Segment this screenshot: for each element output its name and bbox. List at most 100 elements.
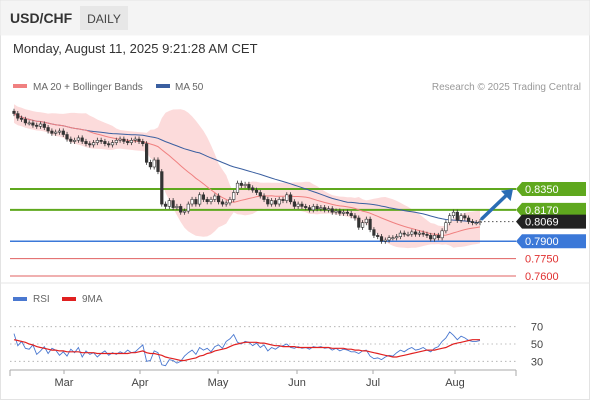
candle-body <box>179 206 183 213</box>
candle-body <box>16 113 20 119</box>
candle-body <box>220 201 225 205</box>
candle-body <box>198 194 202 205</box>
candle <box>129 137 134 146</box>
candle <box>65 131 69 142</box>
candle-body <box>421 232 425 235</box>
candle-body <box>300 203 304 207</box>
candle <box>338 208 342 216</box>
candle <box>349 210 353 219</box>
candle-body <box>182 210 187 213</box>
candle-body <box>65 134 69 140</box>
candle-body <box>118 138 122 141</box>
candle <box>114 137 118 146</box>
candle <box>73 137 77 144</box>
candle <box>311 203 315 213</box>
candle-body <box>224 202 228 205</box>
candle <box>19 115 24 122</box>
legend-swatch-9ma <box>62 297 76 301</box>
candle <box>281 196 285 204</box>
price-tag-current: 0.8069 <box>516 214 586 229</box>
price-tag-0.7900-text: 0.7900 <box>525 236 559 248</box>
candle <box>391 235 395 241</box>
candle <box>50 128 54 136</box>
candle <box>334 208 338 215</box>
candle-body <box>451 211 456 216</box>
candle-body <box>50 130 54 134</box>
candle <box>432 232 437 242</box>
price-tag-0.8350: 0.8350 <box>516 182 586 196</box>
timeframe-badge <box>80 6 128 30</box>
candle <box>198 192 202 207</box>
candle-body <box>311 206 315 211</box>
candle <box>345 209 350 216</box>
candle-body <box>99 140 103 142</box>
legend-swatch-bollinger <box>13 84 27 88</box>
candle-body <box>323 207 327 211</box>
candle-body <box>406 234 410 236</box>
candle <box>235 180 240 196</box>
candle-body <box>334 210 338 213</box>
candle-body <box>61 130 65 135</box>
candle-body <box>137 138 141 142</box>
candle <box>57 128 62 135</box>
candle-body <box>114 140 118 143</box>
candle <box>213 193 217 202</box>
x-tick-label-Jun: Jun <box>288 377 306 389</box>
candle <box>296 201 300 209</box>
candle <box>383 237 387 244</box>
candle <box>167 198 171 209</box>
candle <box>395 234 399 241</box>
candle <box>444 220 448 234</box>
x-tick-label-May: May <box>208 377 229 389</box>
candle-body <box>92 142 96 146</box>
candle-body <box>459 215 463 221</box>
candle-body <box>145 143 149 163</box>
candle <box>262 193 266 202</box>
candle <box>254 187 259 196</box>
candle <box>133 136 137 143</box>
candle-body <box>258 192 262 197</box>
candle-body <box>76 137 80 141</box>
candle-body <box>448 215 452 223</box>
candle <box>61 128 65 138</box>
9ma-line <box>13 339 480 362</box>
candle-body <box>209 199 213 202</box>
candle <box>232 189 236 202</box>
candle-body <box>239 182 243 186</box>
candle-body <box>190 199 194 205</box>
price-tag-0.8170: 0.8170 <box>516 202 586 217</box>
candle-body <box>19 117 24 120</box>
price-label-0.7600: 0.7600 <box>525 271 559 283</box>
candle <box>368 216 372 233</box>
candle-body <box>42 123 46 128</box>
candle-body <box>54 131 58 134</box>
candle <box>315 203 319 212</box>
candle-body <box>383 239 387 242</box>
forecast-arrow-head <box>500 189 513 201</box>
candle <box>372 227 376 238</box>
candle-body <box>232 192 236 200</box>
timeframe-label: DAILY <box>87 12 121 26</box>
candle <box>103 138 107 147</box>
candle-body <box>160 171 164 205</box>
candle <box>463 213 467 221</box>
candle-body <box>217 195 221 203</box>
price-tag-0.8170-text: 0.8170 <box>525 205 559 217</box>
candle <box>478 218 482 226</box>
candle-body <box>364 218 368 223</box>
candle <box>417 230 422 237</box>
candle <box>145 141 149 165</box>
candle <box>387 235 391 243</box>
candle <box>466 215 471 225</box>
candle-body <box>205 199 209 202</box>
candle <box>319 205 323 212</box>
candle <box>266 196 270 207</box>
x-tick-label-Apr: Apr <box>131 377 148 389</box>
candle-body <box>326 208 331 211</box>
datetime-label: Monday, August 11, 2025 9:21:28 AM CET <box>13 41 258 56</box>
candle <box>152 157 156 170</box>
candle <box>379 234 384 244</box>
candle <box>209 196 213 205</box>
candle-body <box>175 206 179 208</box>
price-tag-0.8170-bg <box>516 202 586 217</box>
